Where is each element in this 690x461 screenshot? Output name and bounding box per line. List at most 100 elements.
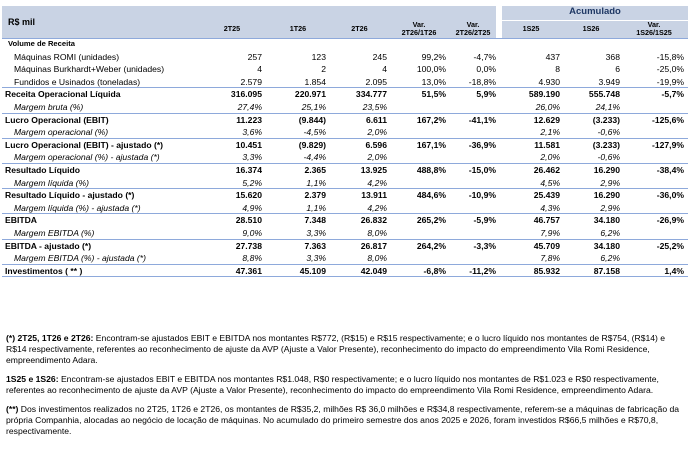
table-cell: 13.911 [361, 190, 387, 201]
table-cell: -41,1% [468, 114, 496, 125]
table-cell: 7,9% [540, 227, 560, 238]
table-cell: 27,4% [237, 101, 262, 112]
table-cell: 8,0% [367, 227, 387, 238]
table-cell: 3.949 [598, 76, 620, 87]
table-cell [624, 227, 684, 240]
table-cell: 6.611 [365, 114, 387, 125]
col-header: 1S26 [582, 24, 600, 33]
table-row: Margem líquida (%) 5,2% 1,1% 4,2% 4,5% 2,9% [2, 177, 688, 190]
table-row: Máquinas ROMI (unidades) 257 123 245 99,2% -4… [2, 51, 688, 64]
table-cell: 6,2% [600, 227, 620, 238]
table-cell: 265,2% [416, 215, 446, 226]
table-row: Investimentos ( ** ) 47.361 45.109 42.049 -6… [2, 265, 688, 278]
footnote-text: Encontram-se ajustados EBIT e EBITDA nos… [6, 374, 659, 395]
table-cell: -125,6% [651, 114, 684, 125]
row-label: EBITDA - ajustado (*) [5, 240, 92, 251]
table-cell: 45.109 [299, 265, 326, 276]
table-cell: -4,7% [473, 51, 496, 62]
table-cell: 16.290 [593, 164, 620, 175]
table-cell: (9.844) [298, 114, 326, 125]
table-cell: -0,6% [597, 127, 620, 138]
table-cell: 167,2% [416, 114, 446, 125]
table-cell: 23,5% [362, 101, 387, 112]
table-row: Lucro Operacional (EBIT) - ajustado (*) 1… [2, 139, 688, 152]
header-band-quarters [2, 6, 496, 38]
table-cell: -3,3% [473, 240, 496, 251]
table-cell: 11.223 [236, 114, 262, 125]
table-body: Volume de Receita Máquinas ROMI (unidades… [2, 38, 688, 277]
row-label: Lucro Operacional (EBIT) - ajustado (*) [5, 139, 164, 150]
table-cell: 1.854 [304, 76, 326, 87]
row-label: Fundidos e Usinados (toneladas) [14, 76, 141, 87]
table-row: Margem líquida (%) - ajustada (*) 4,9% 1,1… [2, 202, 688, 215]
table-cell: 5,9% [476, 89, 496, 100]
table-cell: 257 [247, 51, 262, 62]
table-cell: 26,0% [535, 101, 560, 112]
col-header: 2T26 [351, 24, 368, 33]
col-header: Var. 2T26/2T25 [455, 20, 491, 37]
table-cell: 6,2% [600, 253, 620, 264]
footnote: (*) 2T25, 1T26 e 2T26: Encontram-se ajus… [6, 333, 686, 366]
table-cell: 167,1% [416, 139, 446, 150]
footnote-lead: (**) [6, 404, 19, 414]
table-cell: 7,8% [540, 253, 560, 264]
row-label: Margem EBITDA (%) - ajustada (*) [14, 253, 146, 264]
table-header: Acumulado R$ mil 2T25 1T26 2T26 Var. 2T2… [2, 6, 688, 38]
table-cell: 16.374 [235, 164, 262, 175]
footnote-text: Encontram-se ajustados EBIT e EBITDA nos… [6, 333, 666, 365]
table-cell: 3,3% [306, 253, 326, 264]
table-cell: 2.379 [304, 190, 326, 201]
row-label: Margem líquida (%) - ajustada (*) [14, 202, 141, 213]
row-label: Margem operacional (%) - ajustada (*) [14, 152, 160, 163]
table-cell: -36,0% [656, 190, 684, 201]
table-cell: 42.049 [360, 265, 387, 276]
table-cell: -36,9% [468, 139, 496, 150]
table-cell: 4,9% [242, 202, 262, 213]
table-row: Receita Operacional Líquida 316.095 220.97… [2, 88, 688, 101]
table-cell: 0,0% [476, 64, 496, 75]
table-cell [270, 38, 326, 51]
table-cell: 8,0% [367, 253, 387, 264]
row-label: Lucro Operacional (EBIT) [5, 114, 109, 125]
table-row: Margem operacional (%) - ajustada (*) 3,3… [2, 151, 688, 164]
table-cell [624, 151, 684, 164]
table-cell: 51,5% [421, 89, 446, 100]
table-cell [450, 202, 496, 215]
table-row: EBITDA 28.510 7.348 26.832 265,2% -5,9% 46.757… [2, 214, 688, 227]
table-cell [624, 252, 684, 265]
table-cell: 488,8% [416, 164, 446, 175]
table-cell: -5,7% [661, 89, 684, 100]
table-cell: -25,0% [656, 64, 684, 75]
row-label: Margem EBITDA (%) [14, 227, 95, 238]
table-cell: 1,4% [664, 265, 684, 276]
table-cell: 11.581 [534, 139, 560, 150]
row-label: Margem líquida (%) [14, 177, 89, 188]
table-cell: 26.817 [360, 240, 387, 251]
table-cell: -19,9% [656, 76, 684, 87]
table-cell [392, 126, 446, 139]
table-cell: 3,3% [242, 152, 262, 163]
table-cell [392, 227, 446, 240]
footnote-text: Dos investimentos realizados no 2T25, 1T… [6, 404, 680, 436]
row-label: Margem bruta (%) [14, 101, 84, 112]
table-cell [624, 101, 684, 114]
accumulated-header: Acumulado [502, 6, 688, 21]
table-cell [450, 151, 496, 164]
table-cell: 100,0% [416, 64, 446, 75]
table-cell: 334.777 [355, 89, 387, 100]
table-cell [392, 101, 446, 114]
table-cell: 2,1% [540, 127, 560, 138]
table-cell: 9,0% [242, 227, 262, 238]
table-cell [332, 38, 387, 51]
table-cell: -18,8% [468, 76, 496, 87]
header-band-accumulated [502, 6, 688, 38]
table-cell: -6,8% [423, 265, 446, 276]
table-cell: 4.930 [538, 76, 560, 87]
row-label: Volume de Receita [8, 39, 75, 48]
table-cell: 3,6% [242, 127, 262, 138]
table-cell: 2.365 [304, 164, 326, 175]
table-cell: 13.925 [360, 164, 387, 175]
table-cell: 316.095 [230, 89, 262, 100]
col-header: 2T25 [223, 24, 241, 33]
table-cell: 5,2% [242, 177, 262, 188]
